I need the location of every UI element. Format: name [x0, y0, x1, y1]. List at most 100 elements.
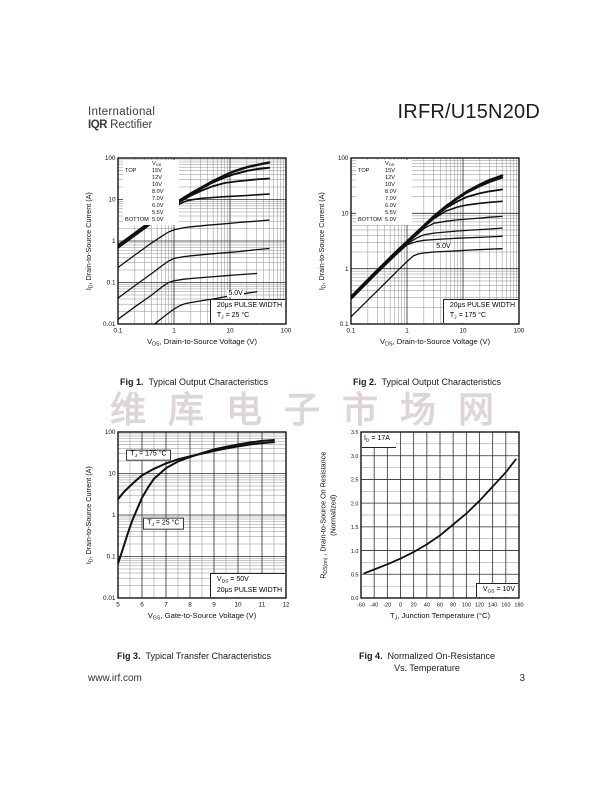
part-number-title: IRFR/U15N20D	[397, 101, 540, 123]
conditions-annotation: VGS = 10V	[475, 582, 518, 597]
svg-text:10: 10	[341, 211, 349, 218]
footer-website: www.irf.com	[88, 673, 142, 684]
svg-text:120: 120	[475, 603, 484, 609]
svg-text:8: 8	[188, 602, 192, 609]
svg-text:1: 1	[112, 238, 116, 245]
svg-text:-40: -40	[370, 603, 378, 609]
data-series	[363, 458, 517, 575]
series-VGS=6.0V	[350, 227, 503, 300]
series-VGS=7.0V	[117, 219, 270, 269]
fig2-output-characteristics: 0.1 1 10 100 0.1 1 10 100 VDS, Drain-to-Source V…	[317, 150, 537, 388]
data-series	[350, 174, 504, 318]
logo-rectifier: Rectifier	[110, 119, 153, 132]
data-series	[117, 439, 275, 565]
svg-text:0.01: 0.01	[103, 321, 116, 328]
svg-text:10: 10	[108, 197, 116, 204]
fig1-chart-area: 0.1 1 10 100 0.01 0.1 1 10 100 VDS, Drain-to-Sour…	[84, 150, 304, 350]
plot-border	[360, 431, 520, 599]
y-axis-title: ID, Drain-to-Source Current (A)	[83, 192, 95, 291]
svg-text:10: 10	[108, 471, 116, 478]
plot-border	[117, 431, 287, 599]
y-axis-title: ID, Drain-to-Source Current (A)	[83, 466, 95, 565]
svg-text:7: 7	[164, 602, 168, 609]
svg-text:160: 160	[501, 603, 510, 609]
fig4-chart-area: -60 -40 -20 0 20 40 60 80 100 120 140 160 180 0.0 0.5 1…	[317, 424, 537, 624]
y-axis-title: ID, Drain-to-Source Current (A)	[316, 192, 328, 291]
series-VGS=5.0V	[350, 248, 503, 318]
svg-text:1: 1	[112, 512, 116, 519]
svg-text:2.0: 2.0	[351, 501, 359, 507]
conditions-annotation: VDS = 50V 20μs PULSE WIDTH	[209, 572, 285, 597]
conditions-annotation: 20μs PULSE WIDTH TJ = 175 °C	[442, 298, 518, 323]
svg-text:40: 40	[424, 603, 430, 609]
series-VGS=5.5V	[117, 272, 258, 320]
svg-text:-20: -20	[383, 603, 391, 609]
svg-text:100: 100	[105, 155, 116, 162]
tick-labels: -60 -40 -20 0 20 40 60 80 100 120 140 160 180 0.0 0.5 1…	[351, 430, 524, 608]
series-VGS=6.0V	[117, 247, 270, 299]
svg-text:0.1: 0.1	[107, 280, 116, 287]
svg-text:10: 10	[226, 328, 234, 335]
svg-text:11: 11	[259, 602, 266, 609]
svg-text:100: 100	[462, 603, 471, 609]
svg-text:180: 180	[514, 603, 523, 609]
fig3-caption: Fig 3. Typical Transfer Characteristics	[116, 651, 272, 661]
svg-text:1: 1	[345, 266, 349, 273]
x-axis-title: VDS, Drain-to-Source Voltage (V)	[147, 337, 257, 348]
svg-text:60: 60	[437, 603, 443, 609]
svg-text:0.1: 0.1	[114, 328, 123, 335]
fig3-transfer-characteristics: 5 6 7 8 9 10 11 12 0.01 0.1 1 10 100 VGS, Gate-to-Sou…	[84, 424, 304, 662]
footer-page-number: 3	[519, 673, 525, 684]
svg-text:1.5: 1.5	[351, 525, 359, 531]
svg-text:3.5: 3.5	[351, 430, 359, 436]
fig1-caption: Fig 1. Typical Output Characteristics	[119, 377, 269, 387]
series-VGS=5.5V	[350, 235, 503, 300]
vgs-legend: VGS TOP 15V 12V 10V 8.0V 7.0V 6.0V 5.5V BOTTOM 5.0…	[356, 160, 412, 225]
svg-text:0.5: 0.5	[351, 572, 359, 578]
x-axis-title: VDS, Drain-to-Source Voltage (V)	[380, 337, 490, 348]
svg-text:1.0: 1.0	[351, 549, 359, 555]
curve-label: TJ = 25 °C	[143, 517, 184, 530]
svg-text:10: 10	[459, 328, 467, 335]
conditions-annotation: 20μs PULSE WIDTH TJ = 25 °C	[209, 298, 285, 323]
plot-border	[117, 157, 287, 325]
svg-text:0.1: 0.1	[347, 328, 356, 335]
svg-text:3.0: 3.0	[351, 454, 359, 460]
svg-text:100: 100	[105, 429, 116, 436]
conditions-annotation-top: ID = 17A	[362, 433, 396, 448]
fig2-chart-area: 0.1 1 10 100 0.1 1 10 100 VDS, Drain-to-Source V…	[317, 150, 537, 350]
y-axis-title: RDS(on) , Drain-to-Source On Resistance(…	[318, 451, 339, 579]
svg-text:10: 10	[234, 602, 242, 609]
svg-text:0.1: 0.1	[107, 554, 116, 561]
svg-text:9: 9	[212, 602, 216, 609]
tick-labels: 5 6 7 8 9 10 11 12 0.01 0.1 1 10 100	[103, 429, 290, 608]
svg-text:100: 100	[338, 155, 349, 162]
svg-text:140: 140	[488, 603, 497, 609]
fig4-caption: Fig 4. Normalized On-Resistance Vs. Temper…	[358, 651, 496, 674]
svg-text:1: 1	[172, 328, 176, 335]
vgs-legend: VGS TOP 15V 12V 10V 8.0V 7.0V 6.0V 5.5V BOTTOM 5.0…	[123, 160, 179, 225]
series-TJ=175C	[117, 441, 275, 501]
fig4-on-resistance-vs-temperature: -60 -40 -20 0 20 40 60 80 100 120 140 160 180 0.0 0.5 1…	[317, 424, 537, 674]
svg-text:100: 100	[281, 328, 292, 335]
plot-border	[350, 157, 520, 325]
svg-text:80: 80	[450, 603, 456, 609]
svg-text:6: 6	[140, 602, 144, 609]
curve-label: 5.0V	[435, 242, 452, 250]
fig3-chart-area: 5 6 7 8 9 10 11 12 0.01 0.1 1 10 100 VGS, Gate-to-Sou…	[84, 424, 304, 624]
series-TJ=25C	[117, 439, 275, 565]
logo-line1: International	[88, 106, 156, 118]
svg-text:-60: -60	[357, 603, 365, 609]
plot-svg-fig4: -60 -40 -20 0 20 40 60 80 100 120 140 160 180 0.0 0.5 1…	[351, 430, 524, 608]
svg-text:20: 20	[411, 603, 417, 609]
series-VGS=7.0V	[350, 215, 503, 300]
logo-line2: IQR Rectifier	[88, 119, 155, 132]
x-axis-title: TJ, Junction Temperature (°C)	[389, 611, 491, 622]
svg-text:1: 1	[405, 328, 409, 335]
ir-logo-mark: IQR	[88, 119, 107, 132]
svg-text:0.01: 0.01	[103, 595, 116, 602]
svg-text:0.0: 0.0	[351, 596, 359, 602]
curve-label: 5.0V	[227, 290, 244, 298]
